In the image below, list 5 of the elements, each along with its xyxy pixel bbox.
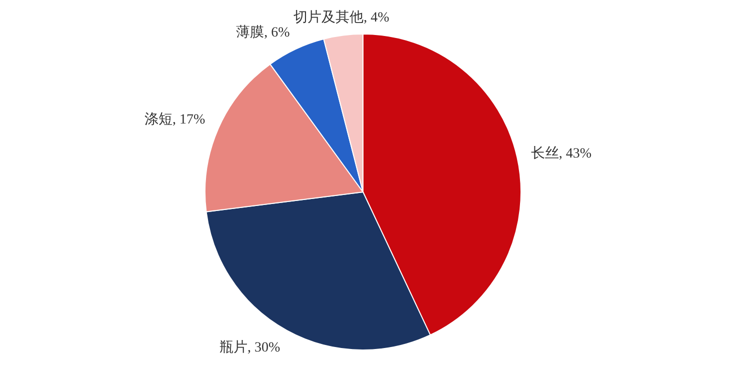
slice-label: 切片及其他, 4%	[294, 9, 390, 26]
slice-label: 薄膜, 6%	[236, 24, 290, 40]
slice-label: 长丝, 43%	[530, 146, 592, 162]
slice-label: 瓶片, 30%	[219, 340, 280, 356]
slice-label: 涤短, 17%	[144, 112, 206, 128]
